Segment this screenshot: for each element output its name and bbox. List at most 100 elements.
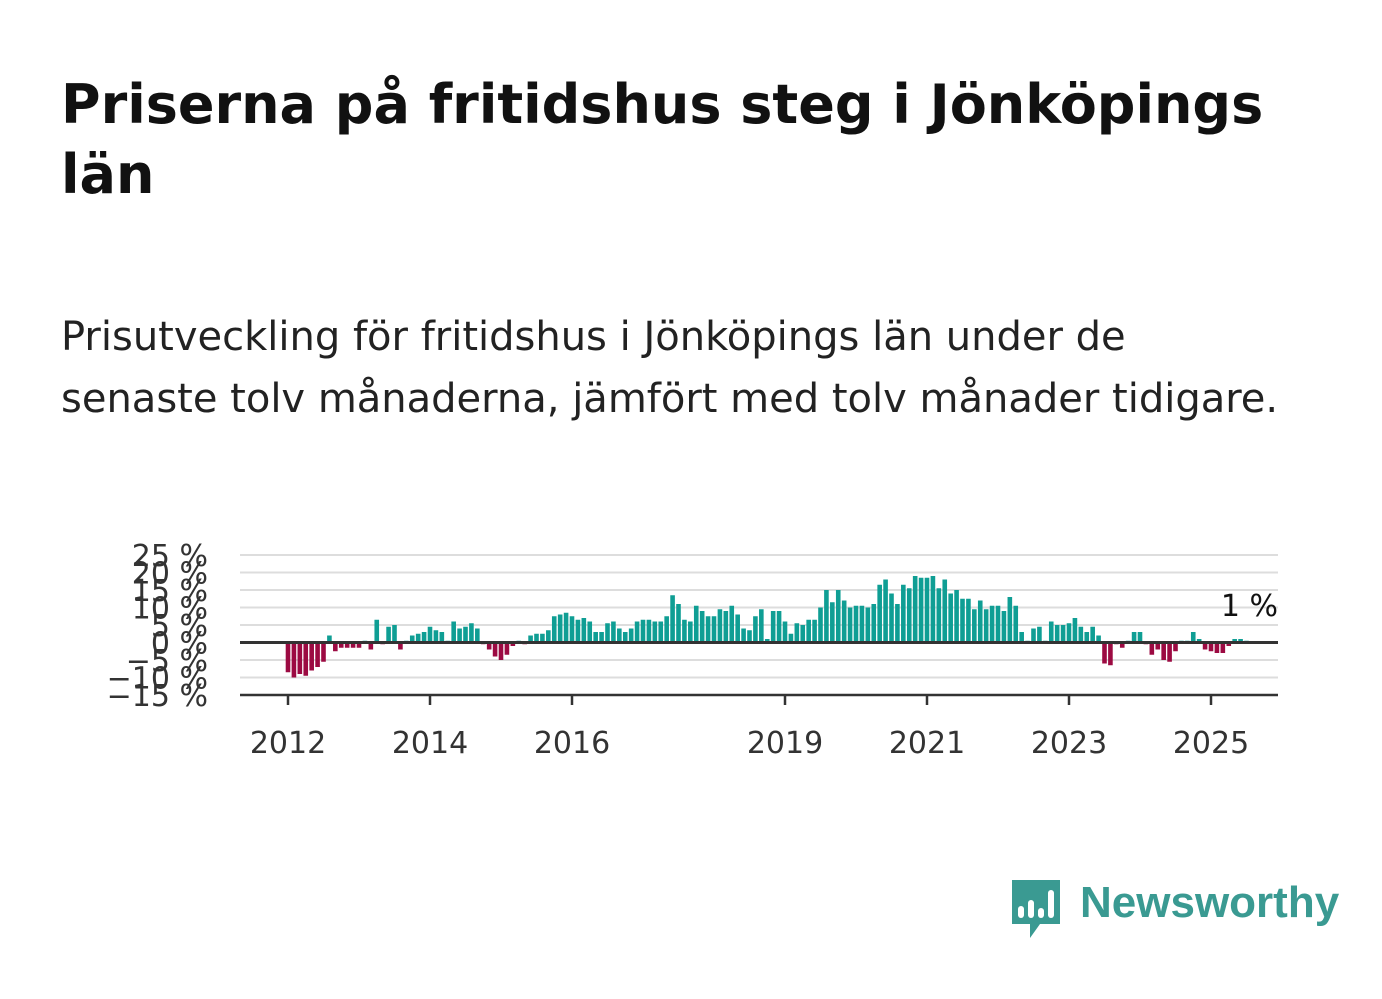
bar-chart: −15 %−10 %−5 %0 %5 %10 %15 %20 %25 % 201… <box>107 539 1278 761</box>
bar <box>409 635 415 643</box>
bar <box>912 576 918 643</box>
bar <box>1066 623 1072 643</box>
bar <box>818 607 823 643</box>
y-tick-label: −5 % <box>126 644 208 679</box>
bar <box>469 623 474 643</box>
bar <box>1060 625 1066 643</box>
bar <box>1220 642 1226 653</box>
bar <box>1102 642 1107 664</box>
bar <box>599 632 604 643</box>
bar <box>356 642 362 648</box>
bar <box>1019 632 1024 643</box>
bar <box>451 621 456 643</box>
bar <box>1196 639 1202 643</box>
bar <box>634 621 640 643</box>
bar <box>723 611 729 643</box>
bar <box>652 621 658 643</box>
bar <box>883 579 888 643</box>
bar <box>1072 618 1078 643</box>
bar <box>1037 626 1042 643</box>
bar <box>640 619 646 643</box>
bar <box>794 623 800 643</box>
bar <box>581 618 587 643</box>
bar <box>587 621 593 643</box>
bar <box>510 642 516 646</box>
x-tick-label: 2019 <box>747 726 823 761</box>
bar <box>1173 642 1178 652</box>
bar <box>528 635 533 643</box>
x-tick-label: 2014 <box>392 726 468 761</box>
bar <box>1208 642 1214 652</box>
y-tick-label: 0 % <box>151 627 208 662</box>
bar <box>977 600 983 643</box>
bar <box>557 614 563 643</box>
bar <box>705 616 711 643</box>
grid-lines <box>240 554 1278 679</box>
bar <box>321 642 326 662</box>
bar <box>1054 625 1060 643</box>
bar <box>901 584 906 643</box>
last-value-label: 1 % <box>1221 589 1278 624</box>
bar <box>948 593 953 643</box>
bar <box>906 588 912 643</box>
bar <box>966 598 971 643</box>
bar <box>1238 639 1243 643</box>
bar <box>960 598 965 643</box>
x-tick-label: 2016 <box>534 726 610 761</box>
bar <box>475 628 480 643</box>
bar <box>918 577 924 643</box>
bar <box>741 628 746 643</box>
bar <box>303 642 309 676</box>
bar <box>309 642 314 671</box>
bar <box>693 605 699 643</box>
newsworthy-chart-bubble-icon <box>1012 880 1060 938</box>
bar <box>563 612 569 643</box>
bar <box>717 609 723 643</box>
bar <box>682 619 687 643</box>
bar <box>711 616 717 643</box>
bar <box>865 607 871 643</box>
x-tick-label: 2025 <box>1173 726 1249 761</box>
bar <box>646 619 652 643</box>
y-axis-tick-labels: −15 %−10 %−5 %0 %5 %10 %15 %20 %25 % <box>107 539 208 714</box>
bar <box>670 595 675 643</box>
bar <box>427 626 433 643</box>
bar <box>1161 642 1166 660</box>
bar <box>995 605 1001 643</box>
bar <box>924 577 930 643</box>
bar <box>575 619 581 643</box>
bar <box>546 630 551 643</box>
bar <box>1001 611 1007 643</box>
x-axis-tick-labels: 2012 2014 2016 2019 2021 2023 2025 <box>250 695 1249 761</box>
bar <box>617 628 622 643</box>
y-tick-label: 15 % <box>132 574 208 609</box>
bar <box>942 579 948 643</box>
bar <box>936 588 942 643</box>
bar <box>930 576 936 643</box>
bar <box>1214 642 1220 653</box>
bar <box>824 590 829 643</box>
bar <box>1155 642 1161 650</box>
bar <box>374 619 380 643</box>
bar <box>1226 642 1232 646</box>
bar <box>504 642 510 655</box>
y-tick-label: −15 % <box>107 679 208 714</box>
bar <box>776 611 782 643</box>
bar <box>628 628 634 643</box>
bar <box>1119 642 1125 648</box>
bar <box>344 642 350 648</box>
bar <box>1108 642 1113 666</box>
x-tick-label: 2012 <box>250 726 326 761</box>
brand-name: Newsworthy <box>1080 878 1340 927</box>
bar <box>1013 605 1019 643</box>
bar <box>540 633 545 643</box>
bar <box>788 633 794 643</box>
bar <box>877 584 882 643</box>
bar <box>735 614 740 643</box>
bar <box>569 616 575 643</box>
bar <box>729 605 735 643</box>
bar <box>605 623 610 643</box>
bar <box>954 590 959 643</box>
axis-lines <box>240 641 1278 697</box>
bar <box>871 604 877 643</box>
